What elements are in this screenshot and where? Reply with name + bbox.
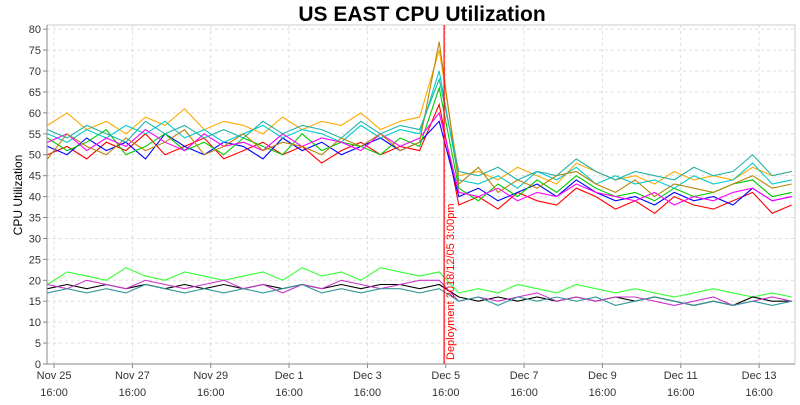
x-tick-label-time: 16:00 [432, 387, 460, 399]
y-tick-label: 0 [35, 359, 41, 371]
x-tick-label: Dec 9 [588, 370, 617, 382]
plot-area [46, 24, 796, 365]
y-tick-label: 40 [29, 192, 41, 204]
x-tick-label-time: 16:00 [667, 387, 695, 399]
y-tick-label: 65 [29, 87, 41, 99]
x-tick-label: Nov 25 [37, 370, 72, 382]
y-tick-label: 5 [35, 338, 41, 350]
series-group [47, 41, 792, 306]
deployment-label: Deployment 2018/12/05 3:00pm [445, 203, 457, 360]
series-line-6 [47, 111, 792, 206]
series-line-1 [47, 102, 792, 214]
x-tick-label-time: 16:00 [510, 387, 538, 399]
x-tick-label: Nov 27 [115, 370, 150, 382]
series-line-9 [47, 267, 792, 298]
axes: 0 5 10 15 20 25 30 35 40 45 50 55 60 65 70 75 80 Nov 25 16… [29, 24, 795, 399]
x-tick-label: Dec 1 [275, 370, 304, 382]
y-tick-label: 10 [29, 317, 41, 329]
series-line-7 [47, 41, 792, 198]
x-tick-label: Nov 29 [193, 370, 228, 382]
y-axis-label: CPU Utilization [11, 155, 25, 236]
y-tick-label: 75 [29, 45, 41, 57]
y-tick-label: 15 [29, 296, 41, 308]
y-tick-label: 55 [29, 129, 41, 141]
series-line-12 [47, 283, 792, 306]
y-tick-label: 45 [29, 171, 41, 183]
x-tick-label-time: 16:00 [40, 387, 68, 399]
grid [46, 24, 796, 365]
series-line-4 [47, 49, 792, 185]
x-tick-label: Dec 3 [353, 370, 382, 382]
x-tick-label: Dec 11 [664, 370, 698, 382]
y-tick-label: 35 [29, 213, 41, 225]
x-tick-label-time: 16:00 [354, 387, 382, 399]
x-tick-label-time: 16:00 [119, 387, 147, 399]
series-line-11 [47, 279, 792, 306]
y-tick-label: 20 [29, 275, 41, 287]
x-tick-label-time: 16:00 [197, 387, 225, 399]
y-tick-label: 25 [29, 254, 41, 266]
y-tick-label: 30 [29, 233, 41, 245]
x-tick-label-time: 16:00 [589, 387, 617, 399]
x-tick-label-time: 16:00 [275, 387, 303, 399]
x-tick-label-time: 16:00 [745, 387, 773, 399]
series-line-5 [47, 70, 792, 189]
series-line-3 [47, 85, 792, 202]
x-tick-label: Dec 7 [510, 370, 539, 382]
y-tick-label: 70 [29, 66, 41, 78]
deployment-annotation: Deployment 2018/12/05 3:00pm [443, 25, 457, 364]
x-tick-label: Dec 13 [742, 370, 777, 382]
x-tick-label: Dec 5 [431, 370, 460, 382]
series-line-8 [47, 77, 792, 181]
y-tick-label: 80 [29, 24, 41, 36]
y-tick-label: 50 [29, 150, 41, 162]
y-tick-label: 60 [29, 108, 41, 120]
chart-title: US EAST CPU Utilization [298, 3, 545, 26]
